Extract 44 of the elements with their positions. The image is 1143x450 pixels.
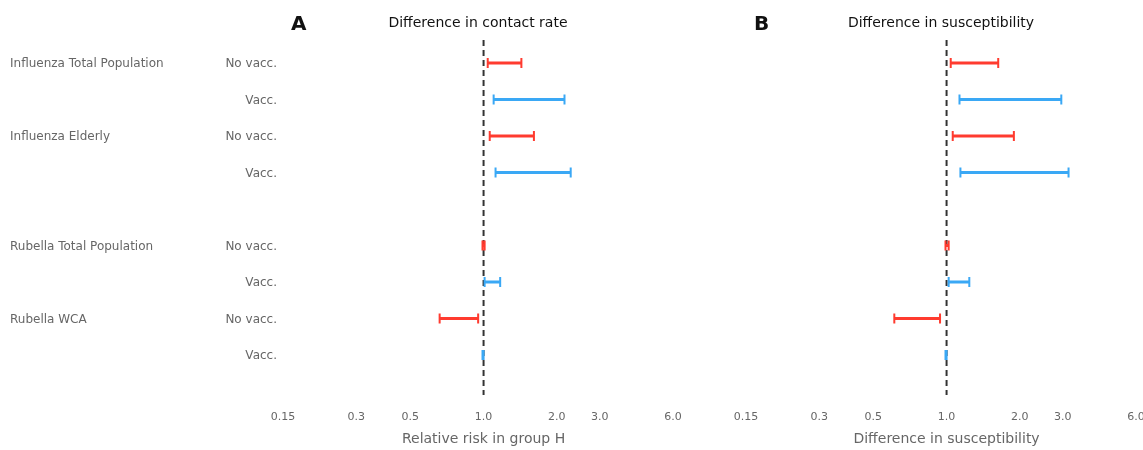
text: A [291, 11, 307, 35]
bar [950, 61, 999, 65]
x-tick-label: 3.0 [1053, 410, 1072, 423]
text: B [754, 11, 770, 35]
bar [489, 134, 534, 138]
bar [484, 280, 501, 284]
bar [945, 244, 949, 247]
bar [960, 171, 1069, 174]
x-tick-label: 3.0 [590, 410, 609, 423]
bar [952, 134, 1014, 138]
x-tick-label: 0.5 [401, 410, 420, 423]
text: Influenza Total Population [10, 56, 164, 70]
x-tick-label: 2.0 [548, 410, 566, 423]
bar [959, 98, 1062, 101]
x-tick-label: 0.3 [347, 410, 366, 423]
x-tick-label: 0.15 [270, 410, 296, 423]
y-tick-label: No vacc. [225, 129, 277, 143]
bar [487, 61, 522, 65]
bar [948, 280, 970, 284]
y-tick-label: No vacc. [225, 238, 277, 253]
chart-title: Difference in susceptibility [847, 14, 1035, 30]
x-tick-label: 1.0 [937, 410, 956, 423]
x-axis-title: Difference in susceptibility [853, 430, 1040, 446]
y-tick-label: Vacc. [245, 275, 277, 289]
bar [495, 171, 571, 174]
bar [439, 317, 479, 320]
y-tick-label: No vacc. [225, 311, 277, 326]
x-tick-label: 1.0 [474, 410, 493, 423]
text: Influenza Elderly [10, 129, 111, 143]
y-tick-label: Vacc. [245, 92, 277, 107]
chart-title: Difference in contact rate [388, 14, 568, 30]
y-tick-label: No vacc. [225, 56, 277, 70]
text: Rubella WCA [10, 311, 88, 326]
x-tick-label: 6.0 [664, 410, 682, 423]
x-tick-label: 0.3 [810, 410, 829, 423]
y-tick-label: Vacc. [245, 348, 277, 362]
x-tick-label: 0.5 [864, 410, 883, 423]
x-tick-label: 2.0 [1011, 410, 1029, 423]
y-tick-label: Vacc. [245, 165, 277, 180]
x-axis-title: Relative risk in group H [401, 430, 566, 446]
text: Rubella Total Population [10, 238, 154, 253]
bar [894, 317, 941, 320]
x-tick-label: 0.15 [733, 410, 759, 423]
bar [493, 98, 565, 101]
